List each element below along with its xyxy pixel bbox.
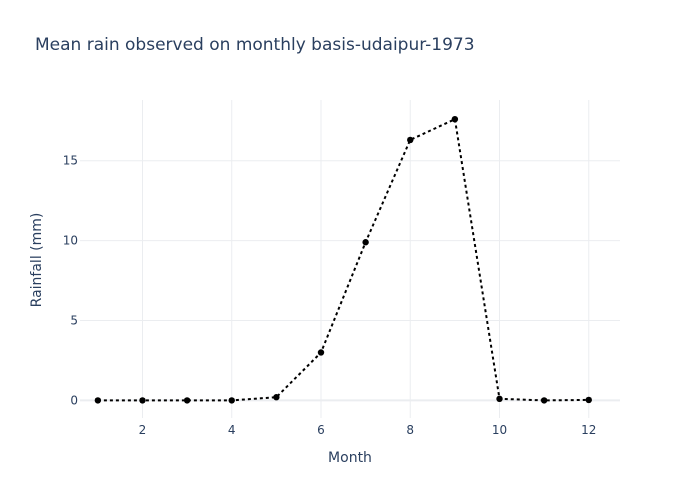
x-tick-label: 10 [492, 423, 507, 437]
y-tick-label: 0 [70, 393, 78, 407]
data-point[interactable] [183, 397, 191, 404]
x-tick-label: 12 [581, 423, 596, 437]
data-point[interactable] [585, 396, 592, 404]
x-axis-title: Month [328, 450, 372, 466]
data-point[interactable] [496, 395, 503, 403]
series [94, 115, 592, 404]
x-tick-label: 6 [317, 423, 325, 437]
y-tick-label: 5 [70, 314, 78, 328]
data-point[interactable] [362, 239, 369, 246]
data-point[interactable] [139, 397, 146, 404]
data-point[interactable] [228, 397, 235, 404]
tick-labels: 2 4 6 8 10 12 0 5 10 15 [63, 154, 597, 437]
x-tick-label: 8 [406, 423, 414, 437]
y-tick-label: 15 [63, 154, 78, 168]
data-point[interactable] [273, 394, 280, 401]
data-point[interactable] [540, 397, 548, 404]
y-axis-title: Rainfall (mm) [29, 213, 45, 308]
x-tick-label: 4 [228, 423, 236, 437]
grid [80, 100, 620, 418]
y-tick-label: 10 [63, 234, 78, 248]
data-point[interactable] [407, 136, 414, 144]
data-point[interactable] [94, 397, 102, 404]
data-point[interactable] [451, 115, 459, 123]
chart-title: Mean rain observed on monthly basis-udai… [35, 35, 475, 55]
x-tick-label: 2 [139, 423, 147, 437]
series-line [97, 117, 589, 402]
data-point[interactable] [317, 349, 325, 356]
